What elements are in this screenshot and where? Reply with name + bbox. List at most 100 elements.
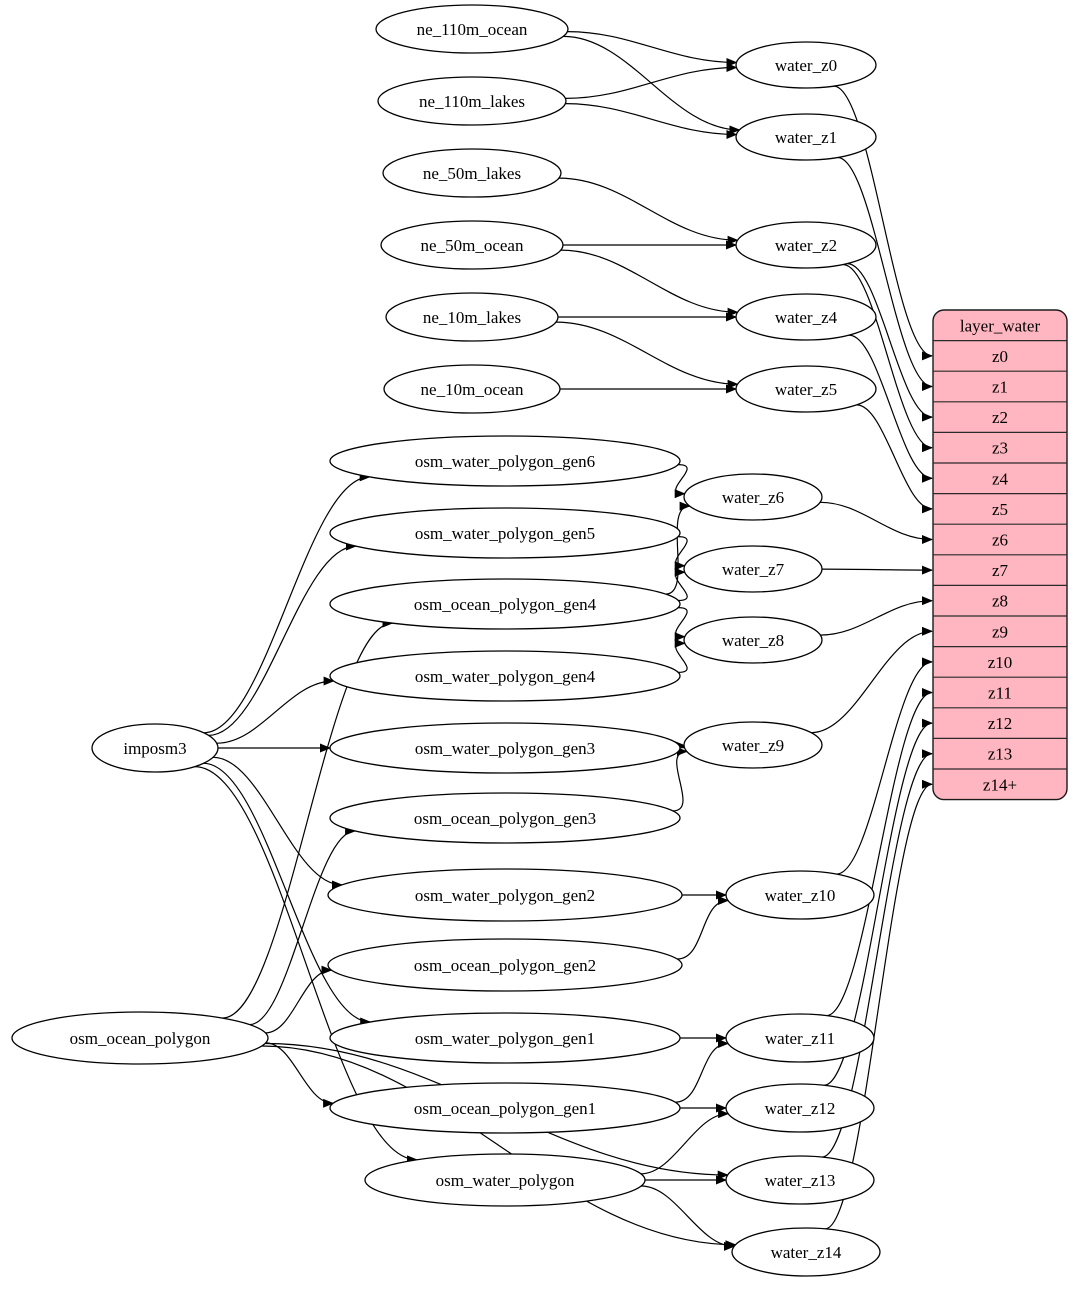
node-label-ne_50m_ocean: ne_50m_ocean [421,236,524,255]
edge-osm_ocean_polygon_gen4-to-water_z7 [674,567,688,602]
layer-water-row-z2: z2 [992,408,1008,427]
layer-water-row-z11: z11 [988,683,1012,702]
node-shape-water_z7 [683,545,823,593]
node-label-ne_10m_ocean: ne_10m_ocean [421,380,524,399]
edge-water_z1-to-layer_water-z1 [837,156,933,391]
node-shape-ne_10m_ocean [383,364,561,414]
edge-osm_ocean_polygon-to-osm_ocean_polygon_gen2 [265,965,333,1034]
edge-ne_110m_ocean-to-water_z0 [567,31,738,67]
node-shape-osm_ocean_polygon_gen3 [329,792,681,844]
edge-water_z6-to-layer_water-z6 [820,501,933,544]
node-label-water_z14: water_z14 [771,1243,842,1262]
node-label-water_z8: water_z8 [722,631,784,650]
node-label-water_z1: water_z1 [775,128,837,147]
node-label-water_z11: water_z11 [765,1029,835,1048]
node-ne_110m_lakes: ne_110m_lakes [377,76,567,126]
layer-water-row-z0: z0 [992,347,1008,366]
edge-osm_ocean_polygon-to-osm_ocean_polygon_gen1 [265,1042,335,1108]
node-ne_110m_ocean: ne_110m_ocean [375,4,569,54]
edge-water_z12-to-layer_water-z12 [823,718,933,1086]
node-label-water_z5: water_z5 [775,380,837,399]
edge-ne_50m_lakes-to-water_z2 [558,177,739,245]
edge-osm_water_polygon_gen6-to-water_z6 [674,464,688,499]
node-label-osm_ocean_polygon_gen2: osm_ocean_polygon_gen2 [414,956,596,975]
node-label-imposm3: imposm3 [123,739,186,758]
node-osm_ocean_polygon_gen1: osm_ocean_polygon_gen1 [329,1082,681,1134]
node-shape-osm_ocean_polygon_gen2 [327,938,683,992]
node-shape-osm_water_polygon_gen6 [329,435,681,487]
edge-water_z2-to-layer_water-z3 [842,263,933,453]
node-water_z13: water_z13 [725,1155,875,1205]
edge-ne_110m_lakes-to-water_z0 [565,63,738,99]
node-shape-osm_water_polygon_gen2 [327,868,683,922]
node-label-ne_10m_lakes: ne_10m_lakes [423,308,521,327]
edge-water_z4-to-layer_water-z4 [849,334,933,483]
layer-water-row-z5: z5 [992,500,1008,519]
layer-water-row-z13: z13 [988,745,1013,764]
edge-osm_ocean_polygon_gen4-to-water_z6 [665,501,691,595]
node-shape-water_z5 [735,365,877,413]
node-shape-osm_ocean_polygon_gen1 [329,1082,681,1134]
edge-water_z5-to-layer_water-z5 [856,404,933,514]
edge-water_z13-to-layer_water-z13 [821,749,933,1158]
node-ne_10m_ocean: ne_10m_ocean [383,364,561,414]
edge-imposm3-to-osm_water_polygon_gen4 [216,676,335,744]
node-label-osm_ocean_polygon_gen1: osm_ocean_polygon_gen1 [414,1099,596,1118]
layer-water-row-z10: z10 [988,653,1013,672]
node-label-water_z6: water_z6 [722,488,784,507]
node-osm_water_polygon_gen2: osm_water_polygon_gen2 [327,868,683,922]
edge-imposm3-to-osm_water_polygon_gen5 [208,541,357,736]
edge-osm_water_polygon-to-water_z14 [641,1185,735,1251]
node-ne_10m_lakes: ne_10m_lakes [385,292,559,342]
edge-ne_10m_lakes-to-water_z5 [556,321,739,389]
edge-imposm3-to-osm_water_polygon [194,766,418,1165]
node-shape-ne_110m_ocean [375,4,569,54]
layer-water-row-z12: z12 [988,714,1013,733]
edge-water_z0-to-layer_water-z0 [833,85,933,361]
layer-water-row-z14+: z14+ [983,775,1017,794]
edge-water_z9-to-layer_water-z9 [811,626,933,734]
node-label-osm_ocean_polygon_gen4: osm_ocean_polygon_gen4 [414,595,597,614]
node-shape-osm_water_polygon [364,1153,646,1207]
node-water_z9: water_z9 [683,721,823,769]
edge-osm_ocean_polygon_gen4-to-water_z8 [674,607,688,642]
node-water_z2: water_z2 [735,221,877,269]
node-water_z12: water_z12 [725,1083,875,1133]
node-shape-ne_10m_lakes [385,292,559,342]
node-water_z1: water_z1 [735,113,877,161]
node-shape-water_z8 [683,616,823,664]
node-label-osm_water_polygon_gen4: osm_water_polygon_gen4 [415,667,596,686]
node-label-osm_water_polygon: osm_water_polygon [436,1171,575,1190]
node-shape-water_z10 [725,870,875,920]
node-water_z10: water_z10 [725,870,875,920]
node-label-water_z13: water_z13 [765,1171,836,1190]
edge-osm_water_polygon_gen5-to-water_z7 [674,536,688,571]
node-label-water_z4: water_z4 [775,308,838,327]
node-osm_water_polygon: osm_water_polygon [364,1153,646,1207]
node-shape-imposm3 [91,723,219,773]
node-label-ne_50m_lakes: ne_50m_lakes [423,164,521,183]
node-osm_water_polygon_gen3: osm_water_polygon_gen3 [329,722,681,774]
node-label-osm_water_polygon_gen1: osm_water_polygon_gen1 [415,1029,595,1048]
node-label-water_z0: water_z0 [775,56,837,75]
node-imposm3: imposm3 [91,723,219,773]
node-label-water_z10: water_z10 [765,886,836,905]
edge-osm_ocean_polygon_gen2-to-water_z10 [677,896,729,960]
node-label-osm_water_polygon_gen5: osm_water_polygon_gen5 [415,524,595,543]
layer-water-row-z7: z7 [992,561,1009,580]
node-shape-ne_110m_lakes [377,76,567,126]
layer-water-table: layer_water z0 z1 z2 z3 z4 z5 z6 z7 z8 z9 z10 z11 z12… [932,309,1068,801]
node-water_z4: water_z4 [735,293,877,341]
node-label-water_z7: water_z7 [722,560,785,579]
edges-layer [194,31,933,1251]
node-shape-osm_water_polygon_gen5 [329,507,681,559]
node-label-osm_water_polygon_gen3: osm_water_polygon_gen3 [415,739,595,758]
node-shape-water_z4 [735,293,877,341]
edge-ne_110m_lakes-to-water_z1 [565,103,738,139]
node-shape-water_z6 [683,473,823,521]
node-ne_50m_lakes: ne_50m_lakes [382,148,562,198]
nodes-layer: ne_110m_ocean ne_110m_lakes ne_50m_lakesne… [11,4,881,1277]
edge-water_z11-to-layer_water-z11 [826,688,933,1017]
